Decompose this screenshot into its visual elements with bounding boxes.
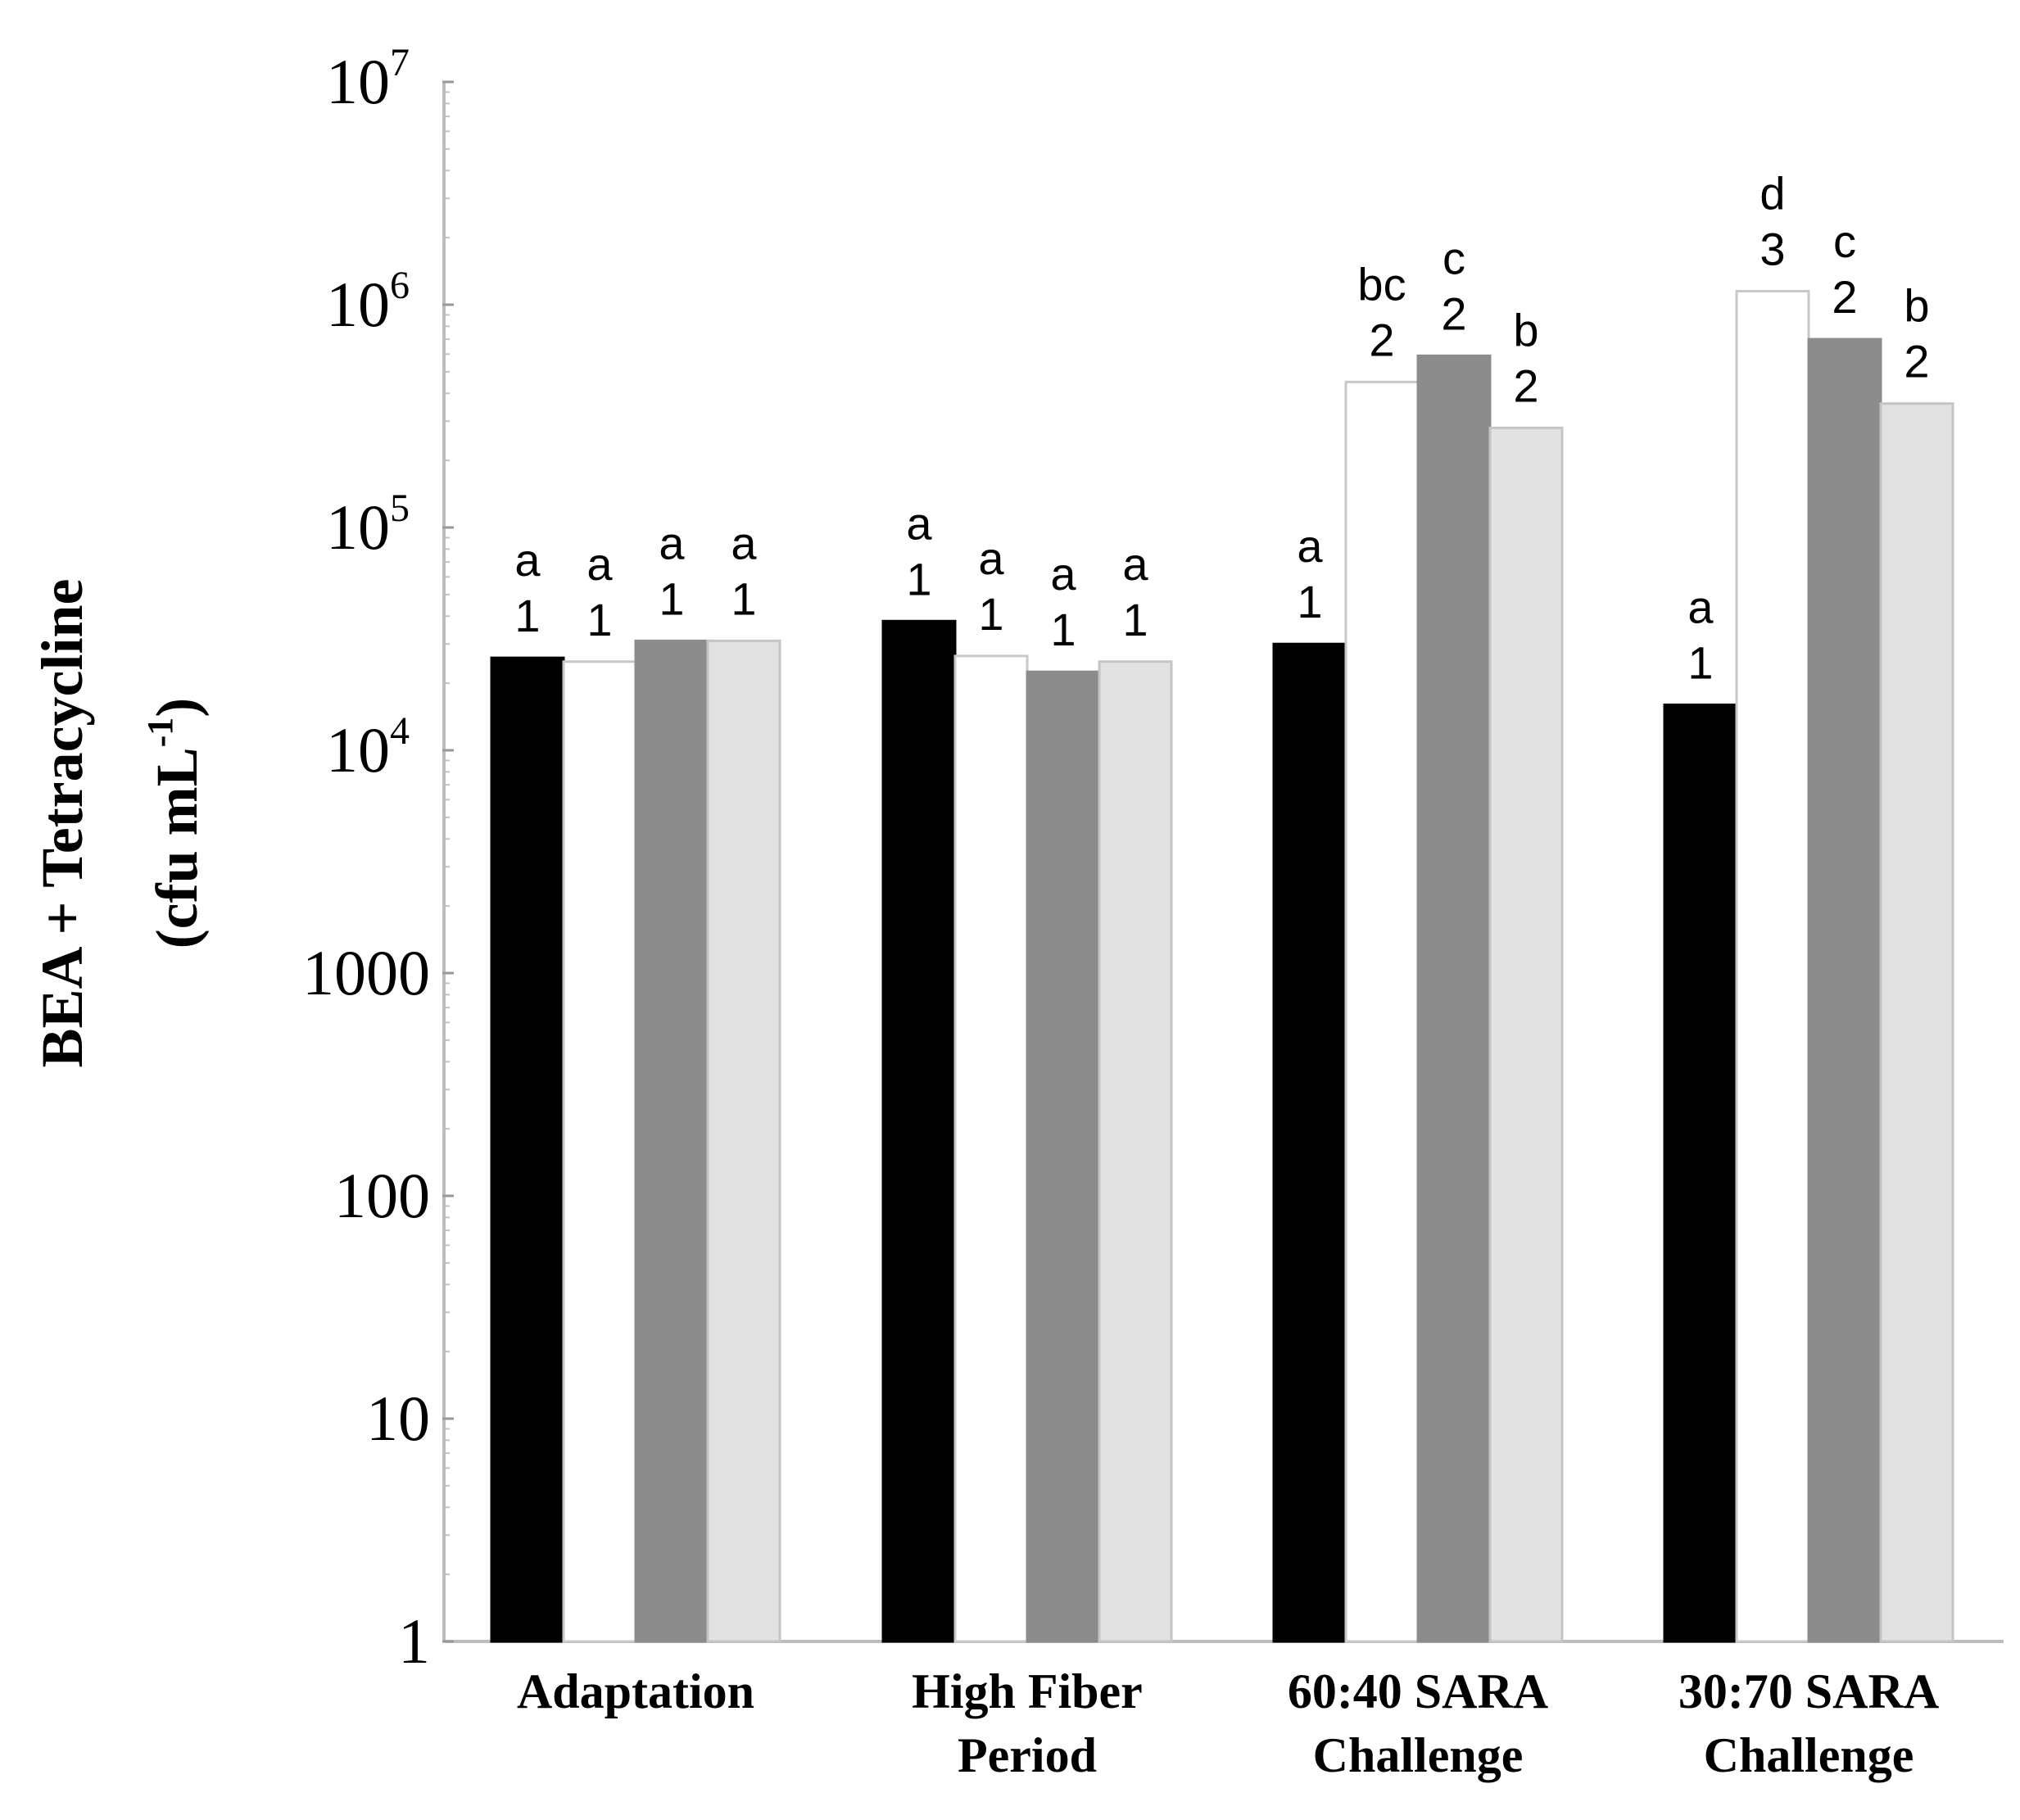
bar — [1663, 703, 1738, 1643]
bar — [1026, 670, 1101, 1643]
y-axis: 1 10 100 1000 104 105 106 107 — [302, 41, 454, 1677]
significance-letter: a — [659, 517, 685, 568]
y-tick-label: 1000 — [302, 937, 430, 1008]
significance-number: 1 — [659, 573, 684, 624]
significance-number: 1 — [514, 590, 540, 641]
x-tick-label: Challenge — [1313, 1728, 1524, 1782]
significance-letter: d — [1760, 167, 1785, 219]
significance-letter: b — [1513, 304, 1538, 355]
significance-number: 2 — [1904, 336, 1929, 387]
bar — [1488, 426, 1564, 1643]
y-tick-label: 100 — [334, 1160, 430, 1231]
bar — [1098, 660, 1173, 1643]
bar — [634, 639, 709, 1643]
bar — [953, 654, 1029, 1643]
significance-number: 2 — [1441, 287, 1466, 339]
bar — [1416, 354, 1492, 1643]
significance-letter: bc — [1357, 258, 1406, 310]
significance-number: 2 — [1832, 271, 1857, 323]
x-tick-label: High Fiber — [912, 1664, 1143, 1718]
significance-letter: a — [514, 534, 541, 586]
significance-letter: a — [1050, 548, 1076, 600]
x-tick-label: 60:40 SARA — [1288, 1664, 1548, 1718]
bar — [490, 656, 565, 1643]
significance-letter: c — [1443, 232, 1465, 283]
significance-letter: a — [906, 497, 932, 549]
bar — [1272, 642, 1347, 1643]
y-tick-label: 106 — [326, 264, 410, 340]
bars — [490, 289, 1954, 1643]
significance-number: 1 — [1687, 636, 1713, 688]
significance-number: 1 — [1297, 576, 1322, 627]
significance-letter: a — [1122, 538, 1148, 590]
significance-letter: c — [1833, 215, 1856, 267]
significance-letter: a — [587, 538, 613, 590]
y-axis-title: BEA + Tetracycline — [29, 578, 95, 1067]
bar — [881, 619, 957, 1643]
y-tick-label: 104 — [326, 709, 410, 785]
y-tick-label: 1 — [398, 1605, 430, 1677]
x-tick-label: Challenge — [1704, 1728, 1914, 1782]
significance-number: 1 — [978, 588, 1003, 640]
significance-number: 2 — [1513, 360, 1538, 411]
x-tick-label: Period — [958, 1728, 1097, 1782]
x-tick-label: 30:70 SARA — [1678, 1664, 1939, 1718]
significance-letter: b — [1904, 280, 1929, 332]
significance-number: 1 — [1122, 594, 1148, 645]
significance-number: 1 — [731, 573, 756, 624]
significance-letter: a — [1687, 581, 1714, 632]
y-tick-label: 10 — [366, 1383, 430, 1454]
significance-number: 2 — [1369, 314, 1394, 365]
bar — [1879, 402, 1954, 1643]
significance-number: 1 — [587, 594, 612, 645]
significance-letter: a — [978, 532, 1004, 584]
significance-number: 3 — [1760, 223, 1785, 274]
significance-letter: a — [1297, 520, 1323, 572]
y-tick-label: 107 — [326, 41, 410, 117]
significance-letter: a — [731, 517, 757, 568]
bar — [1807, 337, 1882, 1643]
bar — [562, 660, 637, 1643]
bar — [1735, 289, 1810, 1643]
x-tick-label: Adaptation — [517, 1664, 754, 1718]
significance-number: 1 — [1050, 604, 1076, 655]
x-axis: Adaptation High Fiber Period 60:40 SARA Chal… — [517, 1664, 1939, 1782]
y-tick-label: 105 — [326, 487, 410, 563]
y-axis-unit: (cfu mL-1) — [140, 698, 210, 949]
significance-number: 1 — [906, 553, 931, 604]
bar — [706, 639, 781, 1643]
bar — [1344, 380, 1420, 1643]
